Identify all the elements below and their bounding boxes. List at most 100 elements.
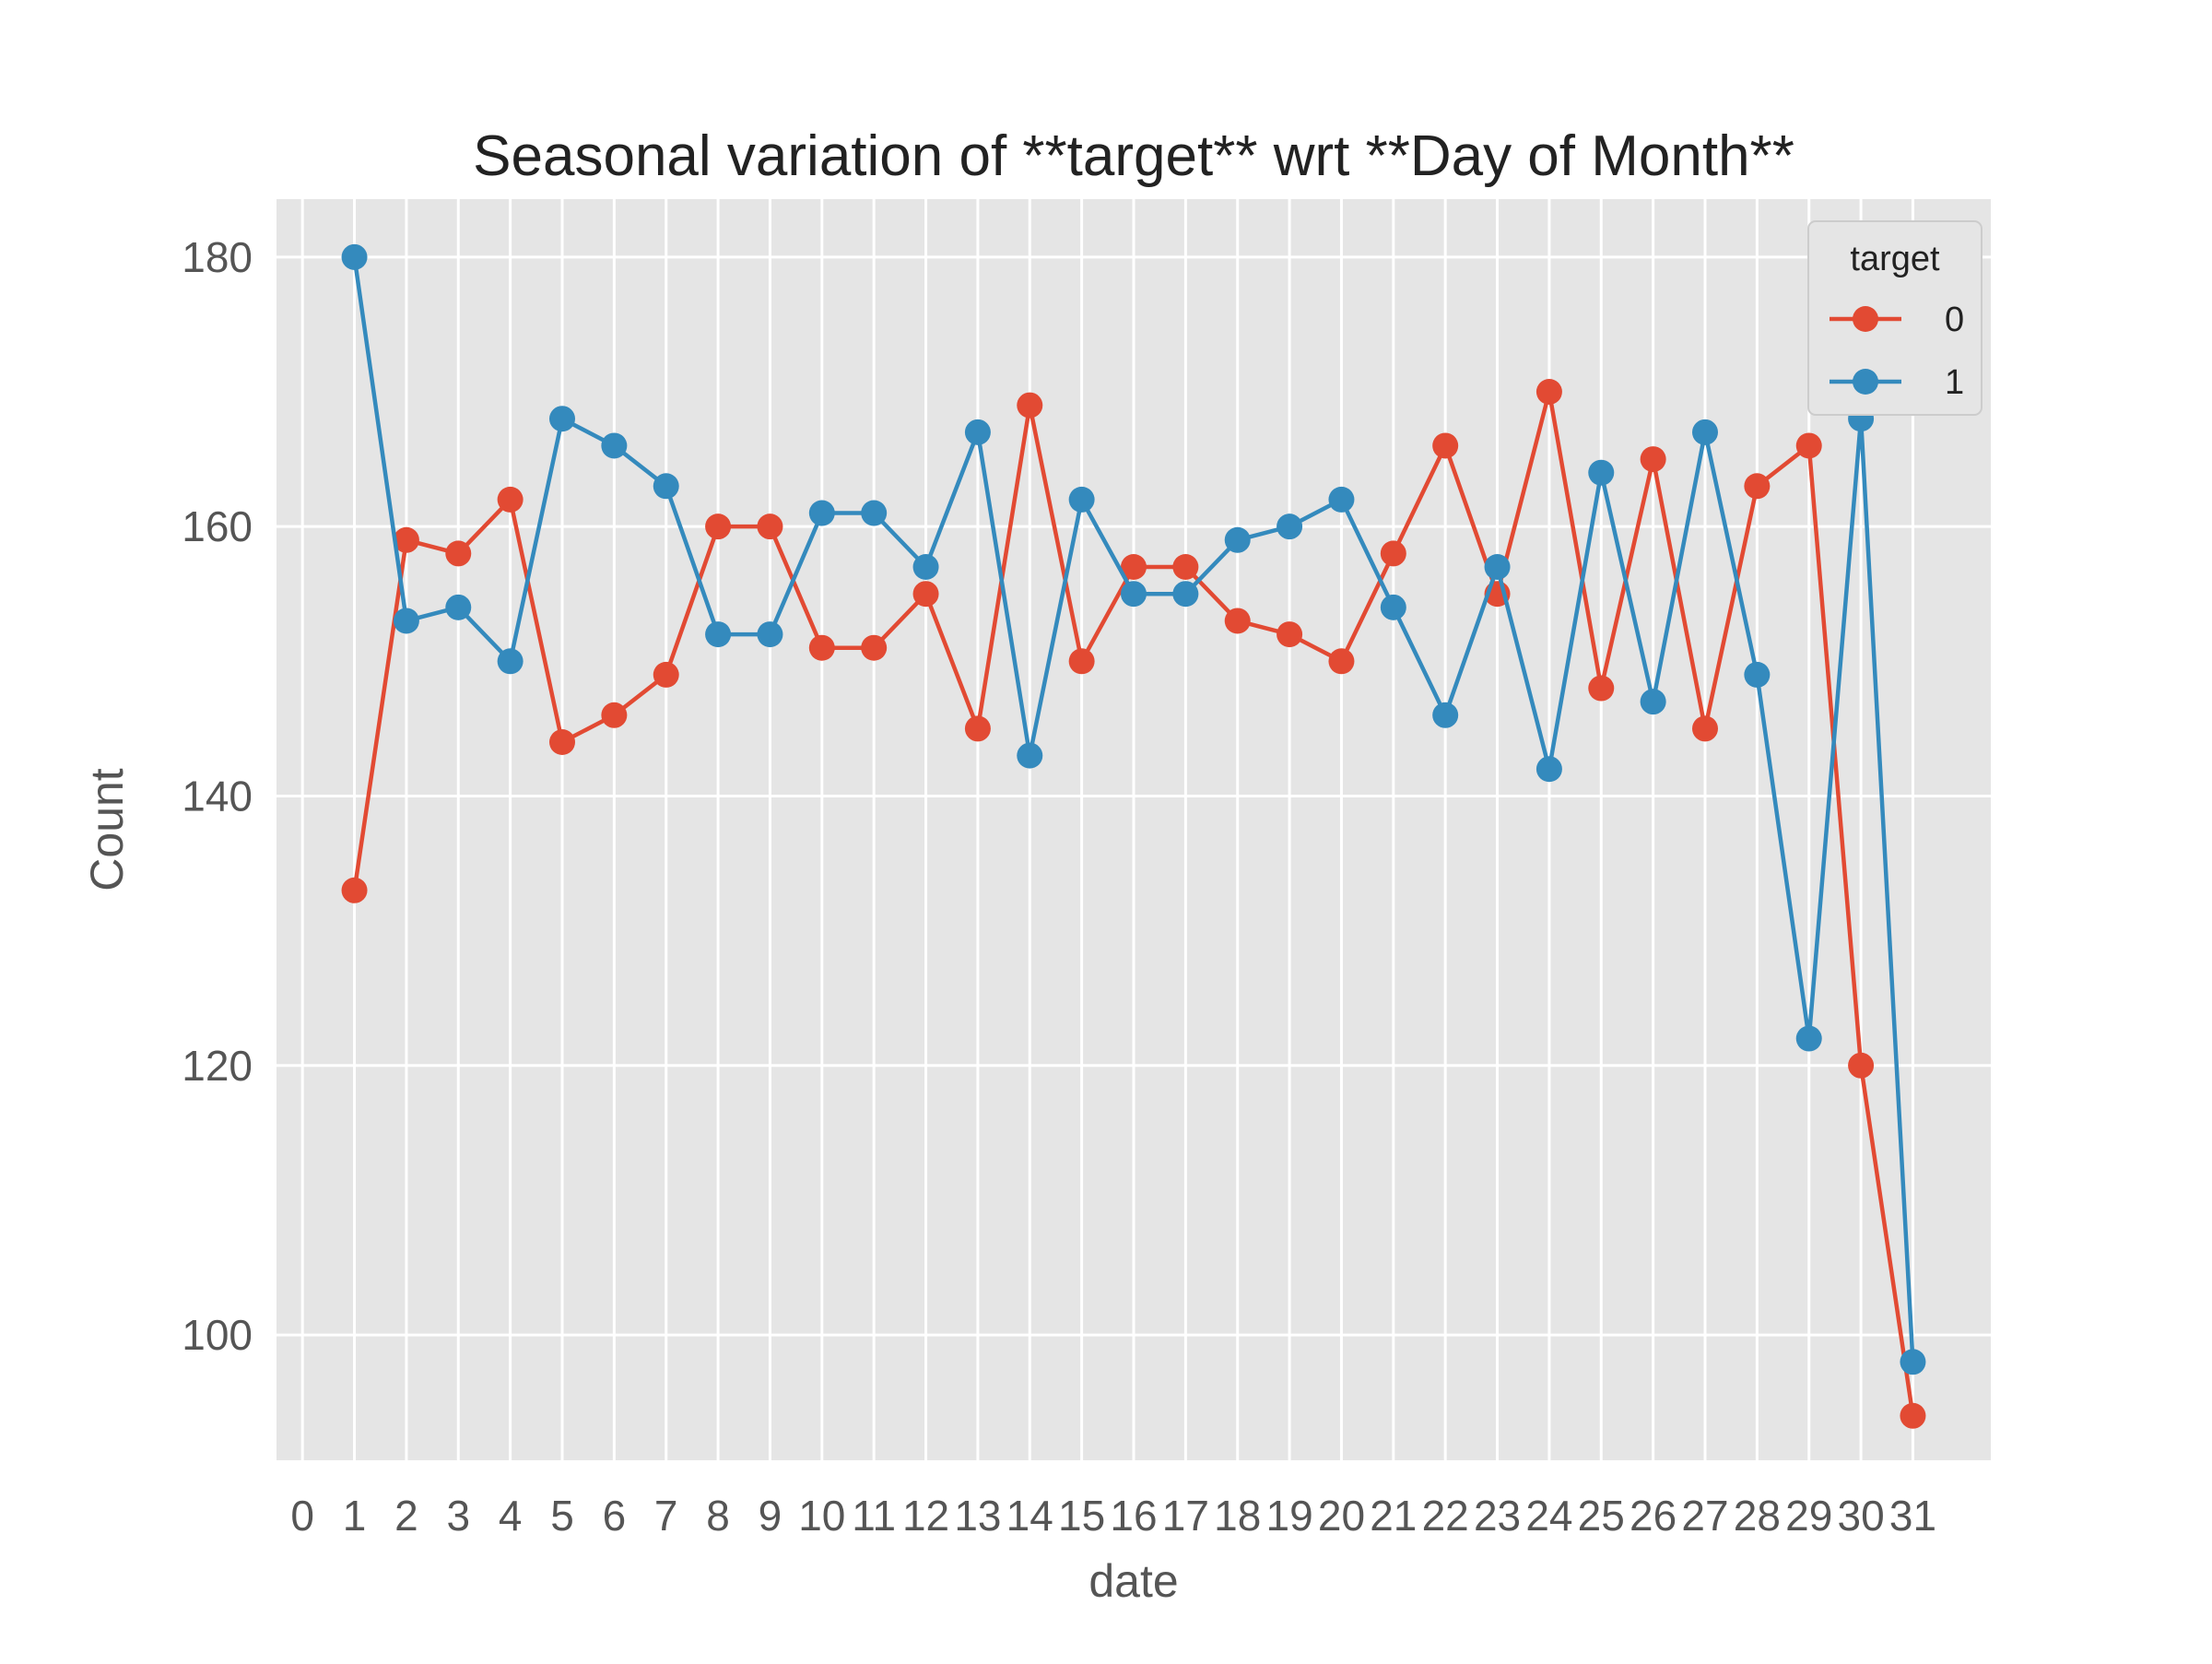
y-tick-label: 120 xyxy=(182,1042,253,1090)
data-point xyxy=(1535,379,1562,405)
series-0 xyxy=(341,379,1926,1429)
data-point xyxy=(1121,554,1147,580)
data-point xyxy=(1017,742,1043,769)
data-point xyxy=(1795,1025,1822,1052)
data-point xyxy=(1017,392,1043,419)
data-point xyxy=(549,406,575,432)
x-tick-label: 7 xyxy=(654,1492,678,1540)
x-tick-label: 2 xyxy=(394,1492,418,1540)
data-point xyxy=(393,526,419,553)
data-point xyxy=(1224,526,1251,553)
data-point xyxy=(757,513,783,540)
x-tick-label: 1 xyxy=(343,1492,367,1540)
data-point xyxy=(1900,1349,1926,1375)
legend-label: 1 xyxy=(1945,363,1964,402)
x-tick-label: 5 xyxy=(550,1492,574,1540)
data-point xyxy=(497,648,524,675)
x-tick-label: 19 xyxy=(1266,1492,1313,1540)
data-point xyxy=(964,419,991,445)
data-point xyxy=(1328,486,1355,513)
x-tick-label: 8 xyxy=(706,1492,730,1540)
data-point xyxy=(1744,661,1771,688)
x-tick-label: 14 xyxy=(1006,1492,1053,1540)
data-point xyxy=(964,715,991,742)
data-point xyxy=(1172,581,1199,608)
data-point xyxy=(1277,513,1303,540)
data-point xyxy=(912,554,939,580)
x-tick-label: 3 xyxy=(446,1492,470,1540)
data-point xyxy=(653,473,679,500)
data-point xyxy=(705,621,732,648)
data-point xyxy=(601,432,628,459)
x-tick-label: 6 xyxy=(603,1492,627,1540)
y-tick-label: 100 xyxy=(182,1311,253,1359)
x-tick-label: 4 xyxy=(499,1492,523,1540)
y-axis-label: Count xyxy=(81,768,133,891)
data-point xyxy=(445,540,472,567)
x-tick-label: 28 xyxy=(1734,1492,1781,1540)
data-point xyxy=(1224,608,1251,634)
x-tick-label: 16 xyxy=(1110,1492,1157,1540)
data-point xyxy=(1640,446,1666,473)
data-point xyxy=(1640,689,1666,715)
legend-entries: 01 xyxy=(1830,301,1964,402)
data-point xyxy=(1380,540,1406,567)
x-tick-label: 30 xyxy=(1838,1492,1885,1540)
data-point xyxy=(1848,1052,1875,1079)
ticks: 0 1 2 3 4 5 6 7 8 9 10 11 12 13 14 15 16 17 18 19 20 21 22 23 24… xyxy=(182,233,1936,1540)
series-1 xyxy=(341,243,1926,1375)
data-point xyxy=(1121,581,1147,608)
y-tick-label: 180 xyxy=(182,233,253,281)
data-point xyxy=(1277,621,1303,648)
x-tick-label: 25 xyxy=(1578,1492,1625,1540)
data-point xyxy=(1535,756,1562,783)
legend-label: 0 xyxy=(1945,301,1964,339)
data-point xyxy=(341,877,368,903)
x-tick-label: 10 xyxy=(798,1492,845,1540)
data-point xyxy=(1432,702,1459,728)
x-tick-label: 21 xyxy=(1370,1492,1417,1540)
legend-title: target xyxy=(1850,240,1940,278)
x-tick-label: 31 xyxy=(1889,1492,1936,1540)
y-tick-label: 160 xyxy=(182,502,253,550)
data-point xyxy=(341,243,368,270)
legend: target 01 xyxy=(1807,220,1983,416)
data-point xyxy=(653,661,679,688)
x-tick-label: 24 xyxy=(1525,1492,1572,1540)
x-tick-label: 22 xyxy=(1422,1492,1469,1540)
x-axis-label: date xyxy=(1088,1555,1178,1607)
data-point xyxy=(497,486,524,513)
x-tick-label: 26 xyxy=(1630,1492,1677,1540)
legend-marker xyxy=(1853,306,1878,332)
data-point xyxy=(1172,554,1199,580)
y-tick-label: 140 xyxy=(182,772,253,820)
x-tick-label: 9 xyxy=(759,1492,782,1540)
data-point xyxy=(757,621,783,648)
x-tick-label: 23 xyxy=(1474,1492,1521,1540)
data-point xyxy=(808,500,835,526)
data-point xyxy=(1380,594,1406,620)
x-tick-label: 11 xyxy=(852,1492,896,1540)
x-tick-label: 15 xyxy=(1058,1492,1105,1540)
x-tick-label: 18 xyxy=(1214,1492,1261,1540)
chart-title: Seasonal variation of **target** wrt **D… xyxy=(473,124,1794,188)
data-point xyxy=(445,594,472,620)
data-point xyxy=(393,608,419,634)
data-point xyxy=(1692,419,1718,445)
legend-marker xyxy=(1853,369,1878,395)
data-point xyxy=(1744,473,1771,500)
data-point xyxy=(601,702,628,728)
data-point xyxy=(1068,648,1095,675)
x-tick-label: 29 xyxy=(1785,1492,1832,1540)
x-tick-label: 0 xyxy=(290,1492,314,1540)
x-tick-label: 12 xyxy=(902,1492,949,1540)
data-point xyxy=(912,581,939,608)
data-point xyxy=(1484,554,1511,580)
series-layer xyxy=(341,243,1926,1429)
data-point xyxy=(1795,432,1822,459)
data-point xyxy=(861,500,888,526)
data-point xyxy=(1588,675,1615,702)
x-tick-label: 27 xyxy=(1681,1492,1728,1540)
data-point xyxy=(549,729,575,755)
